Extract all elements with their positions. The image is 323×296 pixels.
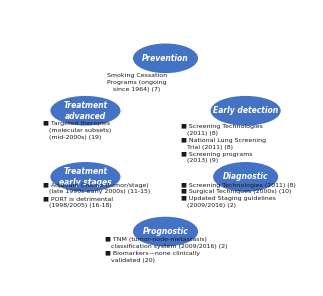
Text: Prognostic: Prognostic xyxy=(143,227,188,236)
Text: ■ Screening Technologies
   (2011) (8)
■ National Lung Screening
   Trial (2011): ■ Screening Technologies (2011) (8) ■ Na… xyxy=(181,124,266,163)
Text: Smoking Cessation
Programs (ongoing
since 1964) (7): Smoking Cessation Programs (ongoing sinc… xyxy=(107,73,167,92)
Text: Treatment
advanced: Treatment advanced xyxy=(63,101,108,121)
Text: ■ Screening Technologies (2011) (8)
■ Surgical Techniques (2000s) (10)
■ Updated: ■ Screening Technologies (2011) (8) ■ Su… xyxy=(181,183,296,208)
Text: Diagnostic: Diagnostic xyxy=(223,172,268,181)
Ellipse shape xyxy=(50,96,120,126)
Text: ■ Adjuvant Chemo (tumor/stage)
   (late 1990s-early 2000s) (11-15)
■ PORT is det: ■ Adjuvant Chemo (tumor/stage) (late 199… xyxy=(43,183,150,208)
Ellipse shape xyxy=(213,162,278,192)
Text: ■ TNM (tumor-node-metastasis)
   classification system (2009/2016) (2)
■ Biomark: ■ TNM (tumor-node-metastasis) classifica… xyxy=(105,237,228,263)
Ellipse shape xyxy=(133,44,198,73)
Ellipse shape xyxy=(50,162,120,192)
Ellipse shape xyxy=(211,96,281,126)
Text: ■ Targeted therapies
   (molecular subsets)
   (mid-2000s) (19): ■ Targeted therapies (molecular subsets)… xyxy=(43,121,111,140)
Ellipse shape xyxy=(133,217,198,246)
Text: Prevention: Prevention xyxy=(142,54,189,63)
Text: Treatment
early stages: Treatment early stages xyxy=(59,167,112,187)
Text: Early detection: Early detection xyxy=(213,106,278,115)
